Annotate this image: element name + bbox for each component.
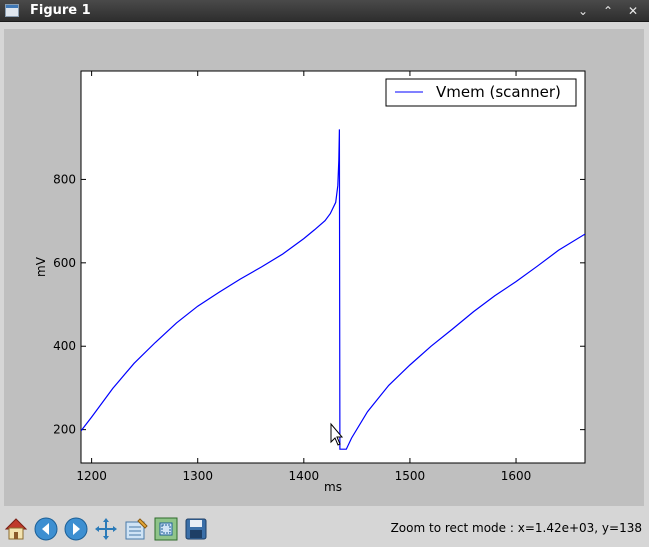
x-tick-label: 1500: [395, 469, 426, 483]
x-tick-label: 1200: [76, 469, 107, 483]
zoom-rect-button[interactable]: [152, 515, 180, 543]
pan-icon: [95, 518, 117, 540]
back-button[interactable]: [32, 515, 60, 543]
save-button[interactable]: [182, 515, 210, 543]
x-tick-label: 1400: [289, 469, 320, 483]
home-icon: [4, 518, 28, 540]
close-icon[interactable]: ✕: [627, 4, 639, 18]
save-icon: [185, 518, 207, 540]
forward-button[interactable]: [62, 515, 90, 543]
data-lines: [81, 129, 585, 450]
chevron-down-icon[interactable]: ⌄: [577, 4, 589, 18]
series-line: [81, 129, 585, 450]
y-tick-label: 400: [53, 339, 76, 353]
subplots-icon: [125, 518, 148, 540]
figure-canvas[interactable]: 1200 1300 1400 1500 1600 200 400 600 800 ms mV V…: [4, 29, 644, 506]
plot-axes[interactable]: [80, 70, 586, 464]
navigation-toolbar: Zoom to rect mode : x=1.42e+03, y=138: [0, 512, 649, 546]
plot-svg[interactable]: 1200 1300 1400 1500 1600 200 400 600 800 ms mV V…: [4, 29, 644, 506]
y-axis-label: mV: [34, 256, 48, 277]
forward-arrow-icon: [64, 517, 88, 541]
axis-ticks: 1200 1300 1400 1500 1600 200 400 600 800: [53, 71, 585, 483]
x-tick-label: 1300: [182, 469, 213, 483]
y-tick-label: 600: [53, 256, 76, 270]
mouse-cursor-icon: [330, 422, 344, 446]
home-button[interactable]: [2, 515, 30, 543]
pan-button[interactable]: [92, 515, 120, 543]
back-arrow-icon: [34, 517, 58, 541]
x-axis-label: ms: [324, 480, 342, 494]
subplots-button[interactable]: [122, 515, 150, 543]
window-title: Figure 1: [30, 3, 91, 18]
zoom-rect-icon: [154, 517, 178, 541]
window-titlebar: Figure 1 ⌄ ⌃ ✕: [0, 0, 649, 22]
chevron-up-icon[interactable]: ⌃: [602, 4, 614, 18]
legend-label: Vmem (scanner): [436, 83, 561, 101]
legend: Vmem (scanner): [385, 78, 577, 107]
y-tick-label: 200: [53, 423, 76, 437]
status-text: Zoom to rect mode : x=1.42e+03, y=138: [390, 521, 642, 535]
x-tick-label: 1600: [501, 469, 532, 483]
y-tick-label: 800: [53, 172, 76, 186]
app-window-icon: [5, 4, 19, 17]
